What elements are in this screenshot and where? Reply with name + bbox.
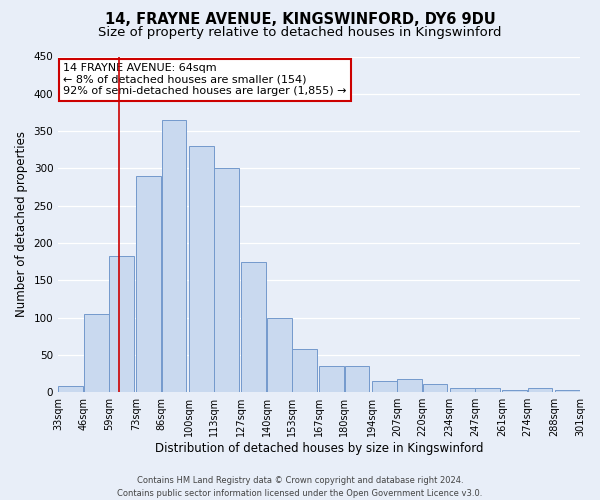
Bar	[292, 349, 317, 392]
Bar	[344, 366, 370, 392]
Bar	[372, 381, 397, 392]
Text: 14, FRAYNE AVENUE, KINGSWINFORD, DY6 9DU: 14, FRAYNE AVENUE, KINGSWINFORD, DY6 9DU	[104, 12, 496, 28]
Bar	[502, 390, 527, 392]
Text: Size of property relative to detached houses in Kingswinford: Size of property relative to detached ho…	[98, 26, 502, 39]
Bar	[528, 388, 553, 392]
Bar	[267, 318, 292, 392]
Bar	[450, 388, 475, 392]
Bar	[58, 386, 83, 392]
Bar	[241, 262, 266, 392]
Bar	[422, 384, 448, 392]
Bar	[397, 379, 422, 392]
Bar	[319, 366, 344, 392]
Bar	[214, 168, 239, 392]
Y-axis label: Number of detached properties: Number of detached properties	[15, 132, 28, 318]
Bar	[189, 146, 214, 392]
Text: 14 FRAYNE AVENUE: 64sqm
← 8% of detached houses are smaller (154)
92% of semi-de: 14 FRAYNE AVENUE: 64sqm ← 8% of detached…	[64, 63, 347, 96]
X-axis label: Distribution of detached houses by size in Kingswinford: Distribution of detached houses by size …	[155, 442, 484, 455]
Bar	[161, 120, 187, 392]
Text: Contains HM Land Registry data © Crown copyright and database right 2024.
Contai: Contains HM Land Registry data © Crown c…	[118, 476, 482, 498]
Bar	[475, 388, 500, 392]
Bar	[555, 390, 580, 392]
Bar	[136, 176, 161, 392]
Bar	[84, 314, 109, 392]
Bar	[109, 256, 134, 392]
